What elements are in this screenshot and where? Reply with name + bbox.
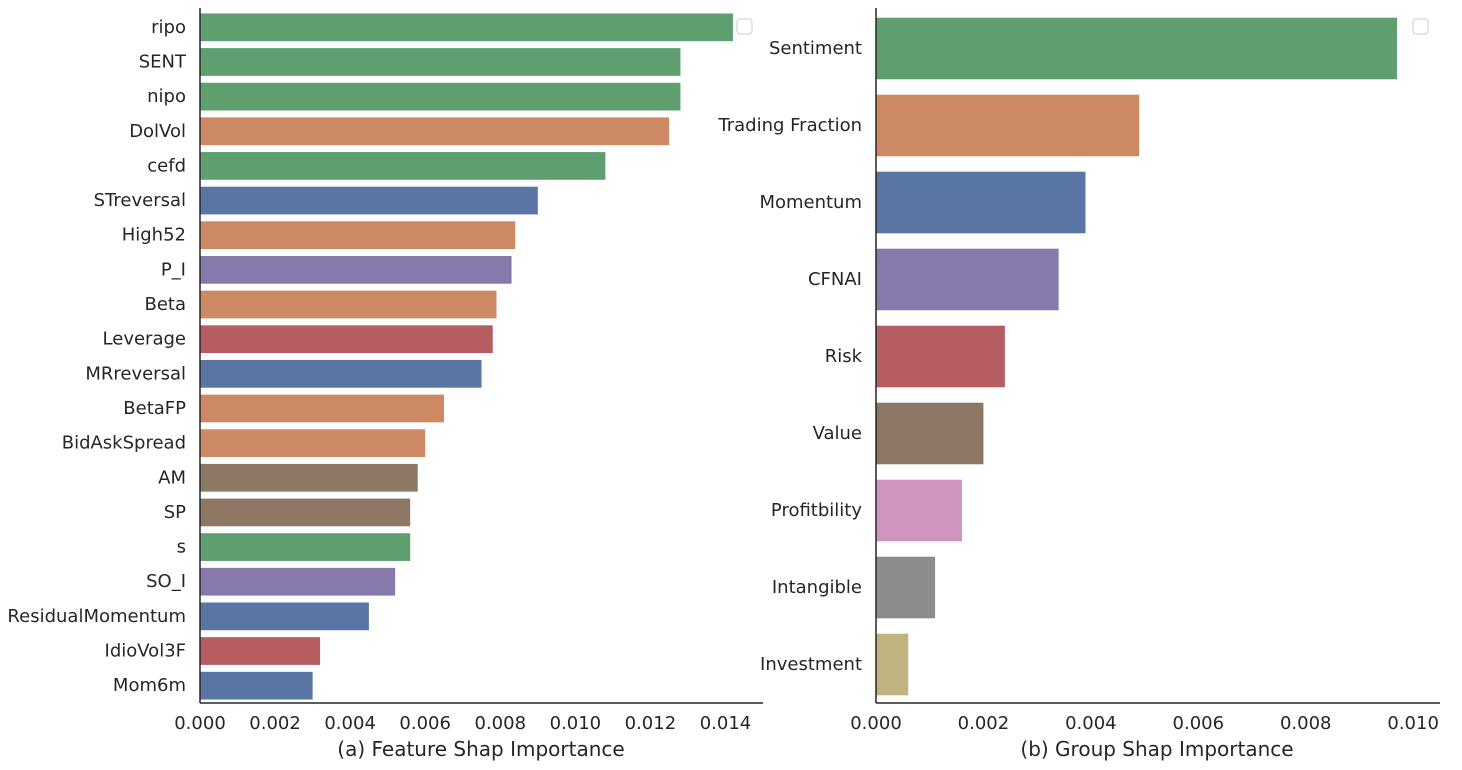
y-tick-label-a-16: SO_I [146,571,186,592]
bar-b-1 [876,94,1140,157]
bar-a-11 [200,394,444,423]
bar-a-0 [200,13,733,42]
bar-a-1 [200,48,681,76]
x-tick-label-b-0: 0.000 [850,713,902,734]
bar-b-8 [876,633,909,696]
bar-a-9 [200,325,493,354]
y-tick-label-a-10: MRreversal [85,363,186,384]
y-tick-label-a-6: High52 [122,225,186,246]
bar-a-14 [200,498,411,527]
bar-a-12 [200,429,426,457]
y-tick-label-a-1: SENT [139,51,187,72]
bar-a-13 [200,463,418,492]
y-tick-label-b-6: Profitbility [771,500,862,521]
y-tick-label-b-4: Risk [825,346,863,367]
y-tick-label-b-5: Value [813,423,862,444]
bar-b-7 [876,556,936,619]
x-tick-label-a-2: 0.004 [324,713,376,734]
panel-group-shap: (b) Group Shap Importance Sentiment Tradi… [717,8,1440,761]
x-tick-label-a-7: 0.014 [700,713,752,734]
bar-a-3 [200,117,670,146]
x-tick-label-b-4: 0.008 [1280,713,1332,734]
y-tick-label-a-12: BidAskSpread [62,433,186,454]
y-tick-label-a-7: P_I [161,259,186,280]
bar-a-10 [200,359,482,388]
x-tick-label-a-3: 0.006 [399,713,451,734]
bar-a-17 [200,602,369,631]
y-tick-label-a-15: s [177,537,186,558]
y-tick-label-b-8: Investment [760,654,862,675]
y-tick-label-a-19: Mom6m [113,675,186,696]
bar-a-5 [200,186,538,215]
bar-b-6 [876,479,962,542]
x-tick-label-a-0: 0.000 [174,713,226,734]
x-tick-label-a-5: 0.010 [550,713,602,734]
y-tick-label-a-3: DolVol [129,121,186,142]
y-tick-label-a-9: Leverage [103,329,186,350]
y-tick-label-a-5: STreversal [94,190,186,211]
legend-a [736,18,753,35]
x-axis-title-a: (a) Feature Shap Importance [337,737,624,761]
panel-feature-shap: (a) Feature Shap Importance ripo SENT nipo… [7,8,763,761]
bar-b-2 [876,171,1086,234]
bar-a-16 [200,567,396,596]
x-tick-label-a-6: 0.012 [625,713,677,734]
y-tick-label-a-8: Beta [144,294,186,315]
x-tick-label-b-5: 0.010 [1387,713,1439,734]
y-tick-label-b-7: Intangible [772,577,862,598]
y-tick-label-b-3: CFNAI [808,269,862,290]
bar-a-4 [200,152,606,180]
y-tick-label-a-0: ripo [151,17,186,38]
x-tick-label-b-2: 0.004 [1065,713,1117,734]
x-tick-label-b-3: 0.006 [1173,713,1225,734]
x-tick-label-a-1: 0.002 [249,713,301,734]
y-tick-label-a-2: nipo [147,86,186,107]
bar-a-18 [200,637,321,665]
bar-a-2 [200,82,681,111]
bar-b-4 [876,325,1005,388]
bar-a-8 [200,290,497,319]
bar-b-5 [876,402,984,465]
y-tick-label-a-13: AM [158,467,186,488]
bar-a-7 [200,256,512,284]
bar-a-15 [200,533,411,561]
x-tick-label-a-4: 0.008 [475,713,527,734]
y-tick-label-a-11: BetaFP [123,398,186,419]
y-tick-label-b-0: Sentiment [769,38,862,59]
x-tick-label-b-1: 0.002 [958,713,1010,734]
bar-b-3 [876,248,1059,311]
y-tick-label-b-2: Momentum [759,192,862,213]
legend-b [1412,18,1429,35]
y-tick-label-a-14: SP [164,502,186,523]
y-tick-label-a-4: cefd [147,155,186,176]
y-tick-label-a-17: ResidualMomentum [7,606,186,627]
bar-b-0 [876,17,1398,80]
y-tick-label-a-18: IdioVol3F [105,641,186,662]
y-tick-label-b-1: Trading Fraction [717,115,862,136]
x-axis-title-b: (b) Group Shap Importance [1020,737,1293,761]
bar-a-19 [200,671,313,700]
bar-a-6 [200,221,516,250]
